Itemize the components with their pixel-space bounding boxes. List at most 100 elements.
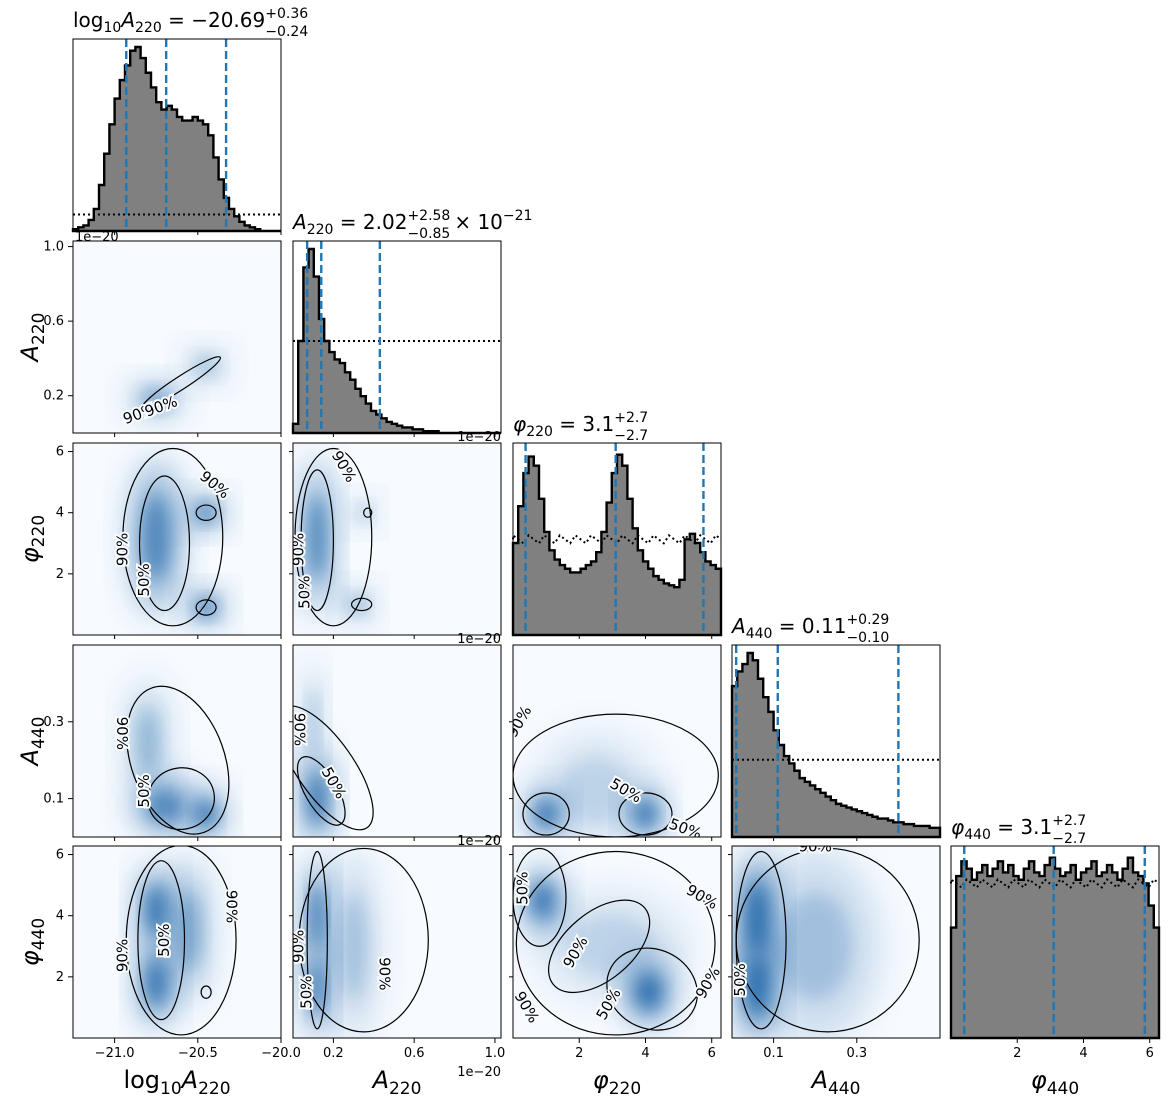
histogram-phi440	[949, 856, 1161, 1040]
histogram-A440	[730, 651, 942, 839]
offset-label: 1e−20	[75, 230, 119, 245]
title-minus-A220: −0.85	[407, 226, 450, 242]
panel-A440-vs-phi220: 90%50%50%	[512, 644, 722, 838]
density-layer: 90% 50%	[731, 837, 920, 1038]
panel-phi220-vs-A220: 90%90%50%	[290, 442, 502, 636]
x-axis-label-phi220: φ220	[593, 1066, 641, 1099]
offset-label: 1e−20	[457, 1065, 501, 1080]
contour-line	[363, 507, 373, 518]
density-core	[308, 494, 327, 581]
contour-line	[122, 447, 224, 627]
contour-label: 90%	[799, 837, 832, 855]
density-core	[177, 890, 202, 972]
density-core	[339, 892, 368, 1001]
panel-frame	[72, 240, 282, 434]
panel-frame	[292, 442, 502, 636]
y-axis-label-A440: A440	[16, 717, 49, 768]
hist-panel-logA220	[71, 38, 282, 233]
panel-frame	[292, 240, 502, 434]
y-axis-label-A220: A220	[16, 313, 49, 364]
title-minus-logA220: −0.24	[265, 24, 308, 40]
y-tick-label: 1.0	[43, 240, 64, 255]
panel-frame	[72, 845, 282, 1039]
panel-frame	[512, 442, 722, 636]
x-tick-label: 6	[708, 1046, 716, 1061]
y-axis-label-phi220: φ220	[16, 515, 49, 563]
density-core	[778, 892, 852, 1001]
contour-label: 90%	[113, 939, 131, 972]
panel-phi440-vs-phi220: 90%50%90%50%90%90%	[512, 845, 722, 1039]
contour-line	[513, 847, 567, 947]
histogram-phi220	[511, 453, 723, 637]
density-core	[348, 595, 367, 614]
contour-label: 50%	[731, 963, 749, 996]
density-core	[136, 707, 160, 775]
contour-line	[293, 705, 374, 831]
panel-frame	[292, 845, 502, 1039]
contour-label: 50%	[296, 576, 314, 609]
contour-line	[195, 599, 217, 616]
y-tick-label: 4	[56, 506, 64, 521]
x-tick-label: −21.0	[95, 1046, 135, 1061]
density-core	[568, 913, 657, 979]
contour-label: 90%	[375, 957, 393, 990]
y-axis-label-phi440: φ440	[16, 918, 49, 966]
contour-line	[147, 767, 215, 831]
contour-label: 50%	[135, 774, 153, 807]
x-tick-label: −20.5	[178, 1046, 218, 1061]
panel-phi440-vs-A440: 90% 50%	[731, 837, 941, 1039]
offset-label: 1e−20	[457, 632, 501, 647]
x-tick-label: 2	[1013, 1046, 1021, 1061]
x-tick-label: −20.0	[261, 1046, 301, 1061]
contour-line	[125, 846, 237, 1036]
x-tick-label: 0.2	[323, 1046, 344, 1061]
contour-label: 50%	[513, 872, 531, 905]
density-core	[308, 771, 327, 826]
density-core	[310, 962, 325, 1016]
title-A220: A220 = 2.02+2.58	[291, 208, 450, 238]
panel-frame	[731, 644, 941, 838]
contour-line	[138, 475, 191, 612]
x-tick-label: 6	[1146, 1046, 1154, 1061]
title-minus-A440: −0.10	[846, 630, 889, 646]
x-tick-label: 0.6	[404, 1046, 425, 1061]
x-tick-label: 1.0	[485, 1046, 506, 1061]
y-tick-label: 6	[56, 445, 64, 460]
contour-line	[350, 597, 373, 612]
title-phi220: φ220 = 3.1+2.7	[513, 410, 648, 440]
histogram-logA220	[71, 45, 281, 233]
panel-frame	[72, 644, 282, 838]
contour-line	[606, 947, 698, 1031]
contour-label: 50%	[155, 923, 173, 956]
x-axis-label-A220: A220	[371, 1066, 422, 1099]
density-core	[560, 757, 631, 825]
density-layer: 90%90%50%	[290, 446, 377, 627]
contour-line	[515, 850, 716, 1036]
y-tick-label: 6	[56, 848, 64, 863]
contour-line	[306, 850, 328, 1030]
density-layer: 90%90%50%	[111, 846, 243, 1036]
offset-label: 1e−20	[457, 834, 501, 849]
density-core	[194, 356, 218, 376]
title-minus-phi220: −2.7	[614, 428, 648, 444]
x-axis-label-logA220: log10A220	[123, 1066, 230, 1099]
density-core	[195, 800, 217, 828]
x-tick-label: 2	[575, 1046, 583, 1061]
contour-line	[137, 860, 186, 1021]
contour-line	[618, 792, 673, 836]
y-tick-label: 0.3	[43, 715, 64, 730]
panel-phi440-vs-logA220: 90% 90% 50%	[72, 845, 282, 1039]
contour-line	[298, 847, 429, 1033]
contour-line	[294, 447, 373, 627]
panel-frame	[292, 644, 502, 838]
title-minus-phi440: −2.7	[1052, 831, 1086, 847]
contour-label: 50%	[135, 563, 153, 596]
panel-phi220-vs-logA220: 90%90%50%	[72, 442, 282, 636]
contour-line	[141, 356, 221, 410]
density-core	[141, 494, 171, 581]
title-A440: A440 = 0.11+0.29	[730, 612, 889, 642]
contour-label: 90%	[290, 533, 308, 566]
x-tick-label: 4	[641, 1046, 649, 1061]
hist-panel-phi440	[949, 845, 1161, 1040]
